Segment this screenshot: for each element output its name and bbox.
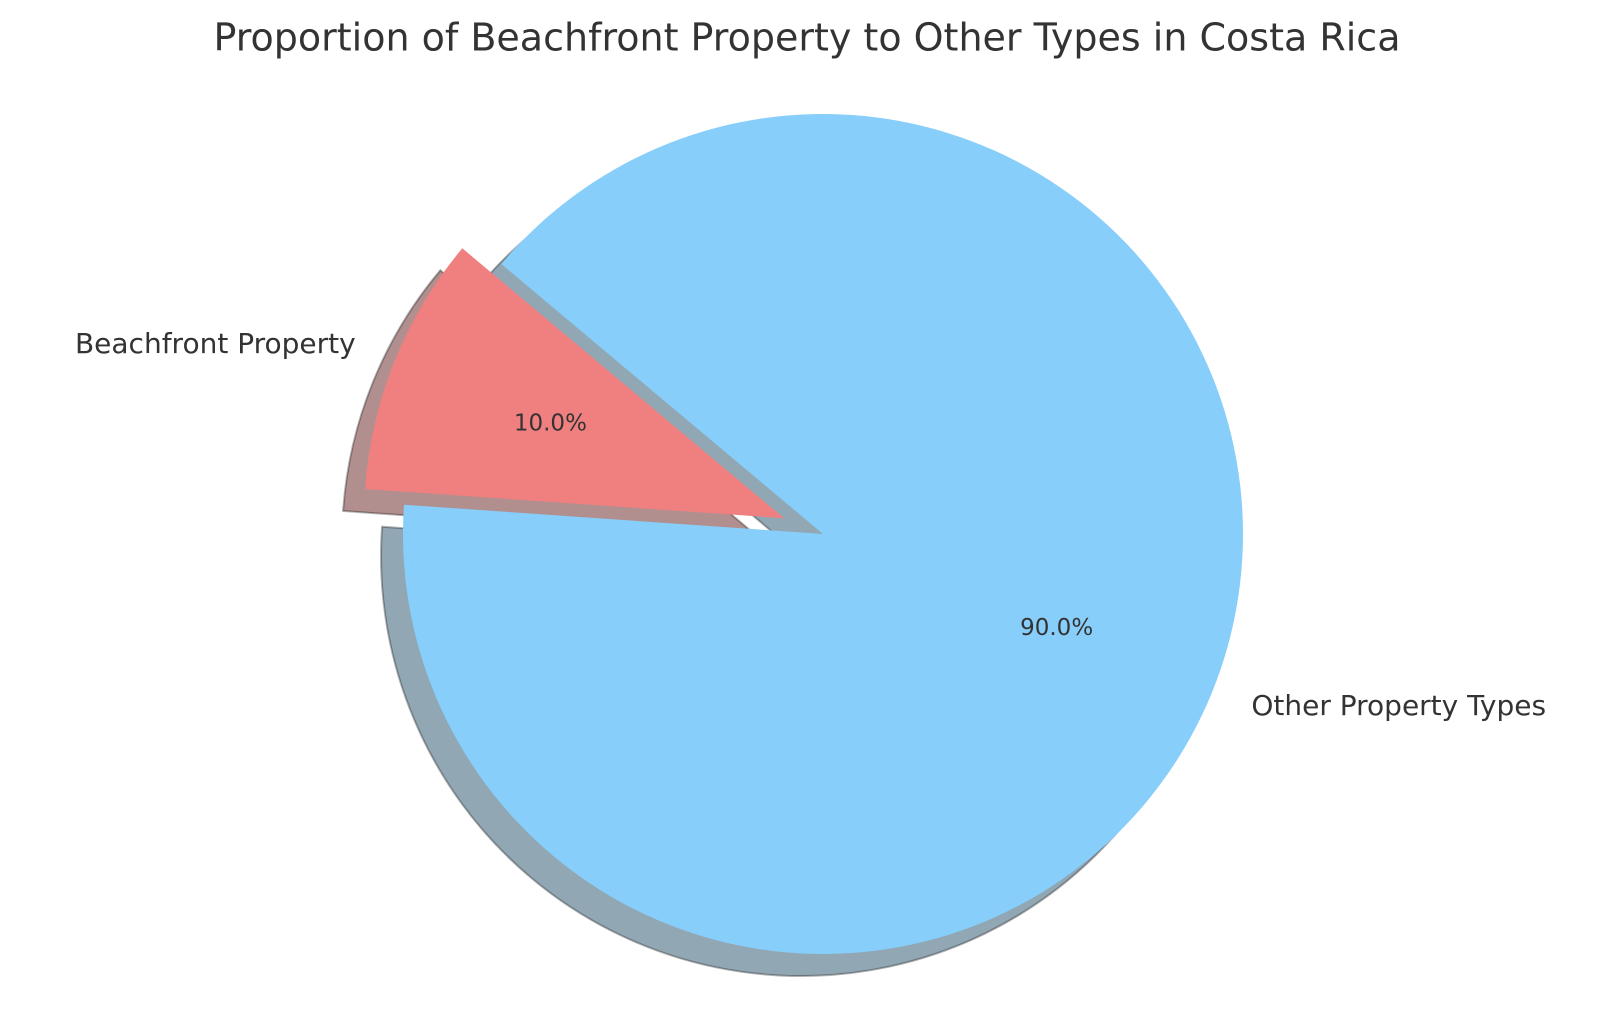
value-label: 90.0% xyxy=(1020,615,1093,641)
slice-label: Beachfront Property xyxy=(75,327,356,360)
slice xyxy=(365,248,785,519)
slice-label: Other Property Types xyxy=(1251,689,1546,722)
value-label: 10.0% xyxy=(514,410,587,436)
chart-title: Proportion of Beachfront Property to Oth… xyxy=(214,16,1401,60)
slice xyxy=(403,113,1243,954)
